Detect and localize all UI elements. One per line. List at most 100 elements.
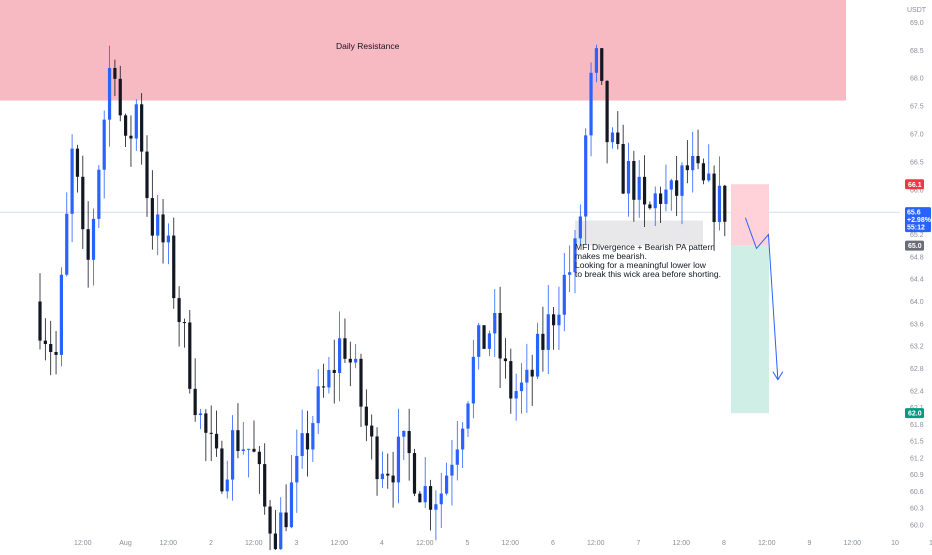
candle-body (493, 313, 497, 334)
candle-body (316, 386, 320, 424)
candle-body (118, 78, 122, 116)
candle-body (107, 67, 112, 120)
x-tick-label: 12:00 (501, 540, 519, 547)
x-tick-label: 4 (380, 540, 384, 547)
x-tick-label: Aug (119, 540, 132, 547)
candle-body (519, 382, 524, 392)
candle-body (166, 235, 170, 243)
y-tick-label: 61.8 (910, 422, 924, 429)
wick-area-zone (575, 220, 703, 246)
y-tick-label: 67.5 (910, 104, 924, 111)
zones-layer (0, 0, 900, 414)
candle-body (445, 475, 449, 494)
candle-body (573, 238, 577, 273)
candle-body (439, 493, 443, 505)
candle-body (707, 173, 711, 181)
candle-body (648, 204, 652, 209)
y-tick-label: 64.0 (910, 299, 924, 306)
y-tick-label: 67.0 (910, 132, 924, 139)
candle-body (642, 176, 647, 205)
candle-body (605, 80, 609, 143)
candles-layer (38, 44, 727, 555)
candle-body (193, 388, 197, 416)
candle-body (477, 325, 481, 357)
candle-body (231, 430, 235, 480)
candle-body (653, 193, 657, 209)
x-tick-label: 12:00 (587, 540, 605, 547)
candle-body (86, 229, 90, 260)
candle-body (669, 180, 673, 190)
x-tick-label: 12:00 (843, 540, 861, 547)
x-tick-label: 12:00 (245, 540, 263, 547)
y-tick-label: 69.0 (910, 20, 924, 27)
y-tick-label: 60.9 (910, 472, 924, 479)
candle-body (268, 506, 272, 534)
candle-body (364, 406, 368, 426)
y-tick-label: 61.2 (910, 455, 924, 462)
candle-body (396, 436, 401, 483)
candle-body (578, 216, 582, 239)
candle-body (434, 504, 438, 510)
candle-body (177, 298, 181, 323)
x-tick-label: 12:00 (416, 540, 434, 547)
candle-body (589, 72, 593, 136)
candle-body (348, 358, 352, 363)
candle-body (664, 189, 668, 204)
stop-price-tag: 66.1 (908, 182, 922, 189)
candle-body (284, 512, 288, 528)
x-tick-label: 6 (551, 540, 555, 547)
entry-price-tag: 65.0 (908, 243, 922, 250)
target-price-tag: 62.0 (908, 411, 922, 418)
candle-body (610, 132, 615, 143)
candle-body (43, 340, 47, 344)
projection-layer (744, 217, 784, 381)
resistance-zone (0, 0, 846, 101)
candle-body (412, 453, 417, 494)
candle-body (59, 274, 63, 355)
candle-body (482, 325, 486, 349)
candle-body (428, 486, 433, 510)
price-axis: 60.060.360.660.961.261.561.862.162.462.8… (910, 20, 924, 529)
annotation-line-3: Looking for a meaningful lower low (575, 260, 707, 270)
candle-body (102, 119, 106, 170)
candle-body (359, 358, 363, 407)
candle-body (188, 322, 192, 389)
candle-body (172, 235, 176, 299)
candle-body (161, 214, 165, 243)
candle-body (380, 473, 384, 480)
candle-body (198, 413, 203, 416)
candle-body (354, 358, 358, 363)
candle-body (209, 432, 213, 434)
candle-body (220, 448, 224, 492)
candle-body (568, 272, 572, 275)
current-price-tag-bg (905, 207, 931, 233)
candle-body (54, 352, 58, 355)
candle-body (701, 163, 705, 181)
candle-body (675, 180, 679, 196)
x-tick-label: 9 (808, 540, 812, 547)
candle-body (38, 301, 42, 341)
candle-body (546, 314, 550, 350)
annotations-layer: USDT Daily Resistance MFI Divergence + B… (336, 7, 927, 279)
x-tick-label: 12:00 (74, 540, 92, 547)
candle-body (386, 473, 390, 476)
x-tick-label: 7 (637, 540, 641, 547)
candle-body (370, 425, 374, 437)
candle-body (659, 193, 663, 204)
candle-body (214, 433, 219, 449)
candle-body (97, 169, 101, 219)
candle-body (685, 165, 689, 171)
candle-body (49, 343, 53, 353)
candle-body (257, 451, 261, 465)
candle-body (247, 448, 251, 450)
candle-body (300, 433, 304, 456)
candle-body (65, 213, 69, 275)
candle-body (423, 486, 427, 503)
candle-body (407, 431, 411, 454)
candle-body (124, 115, 128, 136)
x-tick-label: 10 (891, 540, 899, 547)
target-price-tag-bg (905, 408, 924, 419)
candle-body (696, 156, 700, 164)
